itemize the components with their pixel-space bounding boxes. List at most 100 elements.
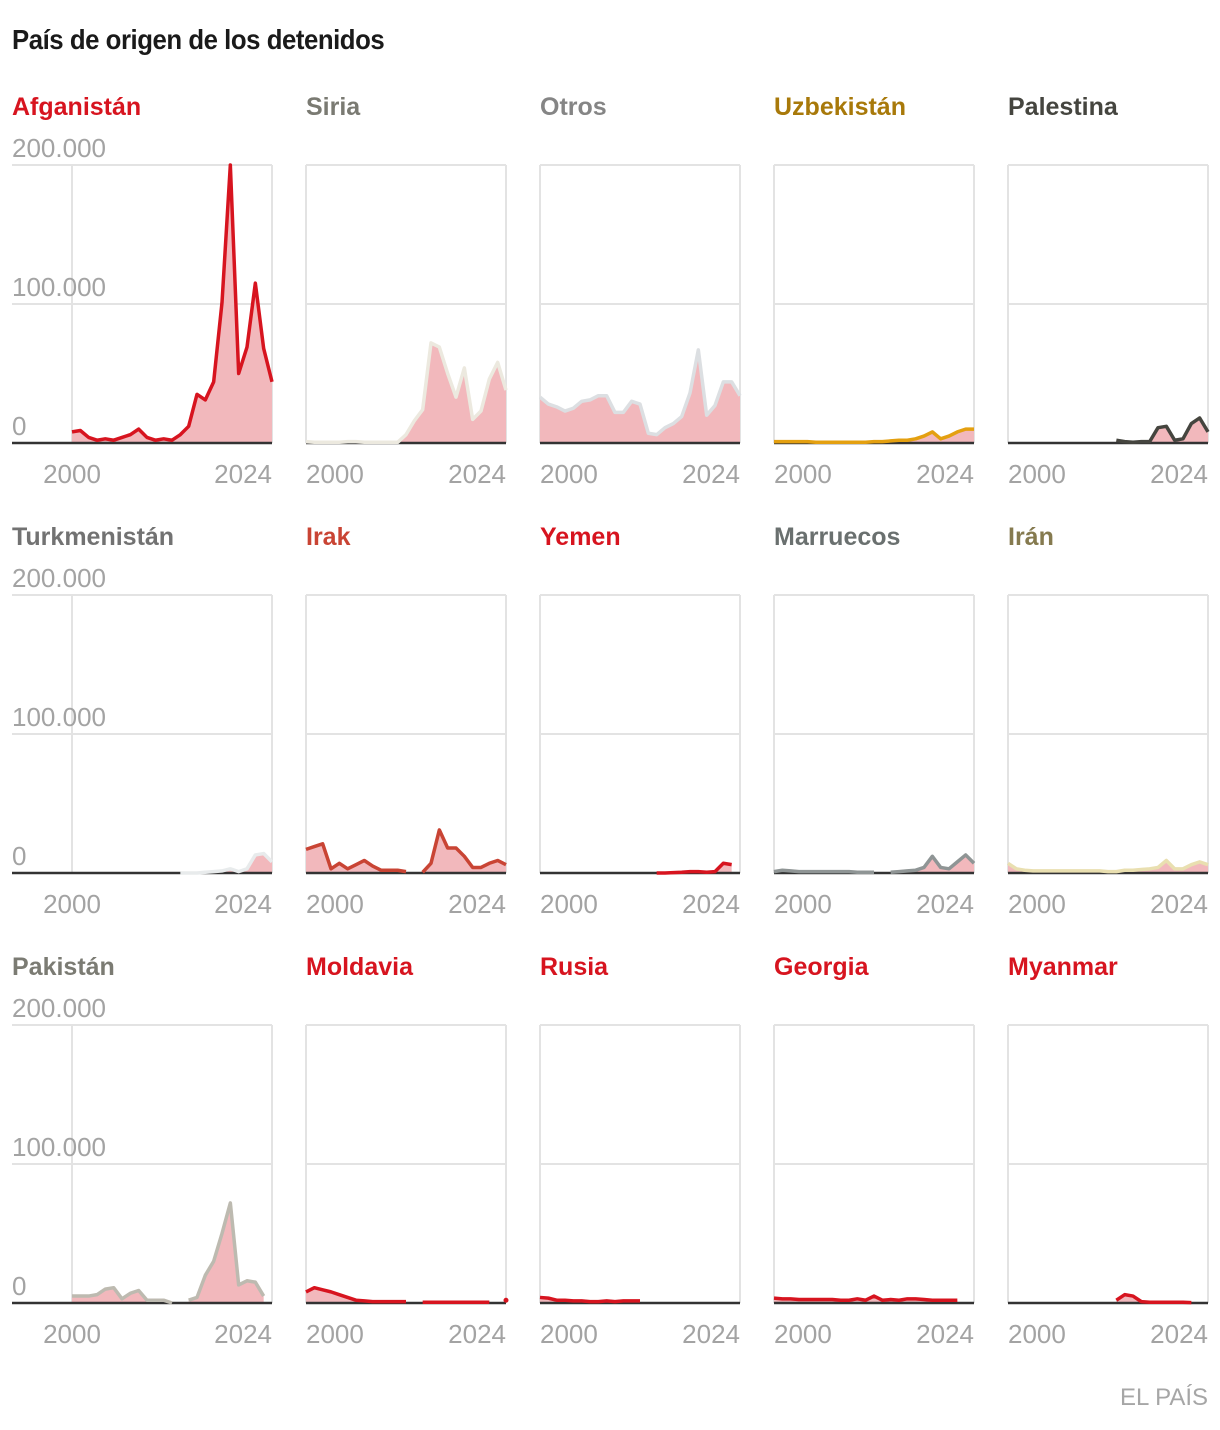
y-tick-label: 100.000 bbox=[12, 1132, 106, 1162]
series-area bbox=[1116, 1294, 1192, 1303]
panel-moldavia: Moldavia 2000 2024 bbox=[305, 953, 509, 1349]
series-area bbox=[72, 1287, 172, 1303]
series-area bbox=[306, 342, 506, 443]
panel-irak: Irak 2000 2024 bbox=[305, 523, 507, 919]
panel-title: Uzbekistán bbox=[774, 93, 906, 121]
y-tick-label: 100.000 bbox=[12, 702, 106, 732]
y-tick-label: 0 bbox=[12, 841, 26, 871]
x-tick-label: 2024 bbox=[916, 459, 974, 489]
series-line bbox=[1116, 416, 1210, 445]
x-tick-label: 2000 bbox=[774, 889, 832, 919]
panel-title: Irán bbox=[1008, 523, 1054, 551]
panel-otros: Otros 2000 2024 bbox=[538, 93, 742, 489]
x-tick-label: 2024 bbox=[214, 1319, 272, 1349]
panel-title: Moldavia bbox=[306, 953, 414, 981]
x-tick-label: 2024 bbox=[1150, 459, 1208, 489]
x-tick-label: 2024 bbox=[916, 1319, 974, 1349]
panel-title: Irak bbox=[306, 523, 351, 551]
series-line bbox=[890, 853, 976, 875]
y-tick-label: 200.000 bbox=[12, 133, 106, 163]
series-line bbox=[656, 861, 732, 875]
series-area bbox=[306, 1287, 406, 1303]
x-tick-label: 2000 bbox=[540, 889, 598, 919]
chart-title: País de origen de los detenidos bbox=[12, 24, 385, 55]
x-tick-label: 2024 bbox=[682, 459, 740, 489]
y-tick-label: 0 bbox=[12, 411, 26, 441]
panel-yemen: Yemen 2000 2024 bbox=[539, 523, 741, 919]
x-tick-label: 2024 bbox=[448, 459, 506, 489]
series-line bbox=[305, 1285, 406, 1304]
panel-myanmar: Myanmar 2000 2024 bbox=[1007, 953, 1209, 1349]
series-line bbox=[188, 1201, 266, 1302]
y-tick-label: 200.000 bbox=[12, 563, 106, 593]
panel-siria: Siria 2000 2024 bbox=[305, 93, 508, 489]
x-tick-label: 2024 bbox=[448, 889, 506, 919]
series-area bbox=[188, 1202, 264, 1303]
panel-pakistán: Pakistán 0 100.000 200.000 2000 2024 bbox=[12, 953, 273, 1349]
y-tick-label: 100.000 bbox=[12, 272, 106, 302]
x-tick-label: 2024 bbox=[682, 889, 740, 919]
series-line bbox=[773, 868, 874, 875]
panel-title: Georgia bbox=[774, 953, 870, 981]
y-tick-label: 0 bbox=[12, 1271, 26, 1301]
x-tick-label: 2024 bbox=[1150, 889, 1208, 919]
panel-turkmenistán: Turkmenistán 0 100.000 200.000 2000 2024 bbox=[12, 523, 274, 919]
panel-title: Marruecos bbox=[774, 523, 900, 551]
panel-title: Palestina bbox=[1008, 93, 1119, 121]
panel-marruecos: Marruecos 2000 2024 bbox=[773, 523, 976, 919]
x-tick-label: 2000 bbox=[43, 459, 101, 489]
x-tick-label: 2024 bbox=[214, 889, 272, 919]
series-line bbox=[72, 1285, 173, 1305]
x-tick-label: 2024 bbox=[682, 1319, 740, 1349]
x-tick-label: 2000 bbox=[774, 459, 832, 489]
series-line bbox=[1007, 858, 1209, 874]
panel-irán: Irán 2000 2024 bbox=[1007, 523, 1209, 919]
x-tick-label: 2000 bbox=[540, 1319, 598, 1349]
panel-title: Turkmenistán bbox=[12, 523, 174, 551]
panel-georgia: Georgia 2000 2024 bbox=[773, 953, 975, 1349]
series-line bbox=[774, 427, 974, 445]
y-tick-label: 200.000 bbox=[12, 993, 106, 1023]
x-tick-label: 2000 bbox=[540, 459, 598, 489]
series-line bbox=[71, 163, 274, 442]
x-tick-label: 2000 bbox=[1008, 459, 1066, 489]
series-area bbox=[1008, 860, 1208, 873]
x-tick-label: 2024 bbox=[214, 459, 272, 489]
panel-title: Afganistán bbox=[12, 93, 141, 121]
x-tick-label: 2000 bbox=[43, 889, 101, 919]
series-line bbox=[305, 341, 508, 445]
panel-title: Myanmar bbox=[1008, 953, 1118, 981]
panel-title: Rusia bbox=[540, 953, 609, 981]
panel-title: Yemen bbox=[540, 523, 621, 551]
panel-afganistán: Afganistán 0 100.000 200.000 2000 2024 bbox=[12, 93, 274, 489]
x-tick-label: 2000 bbox=[306, 889, 364, 919]
x-tick-label: 2024 bbox=[448, 1319, 506, 1349]
panel-title: Pakistán bbox=[12, 953, 115, 981]
series-line bbox=[1115, 1292, 1192, 1305]
x-tick-label: 2024 bbox=[916, 889, 974, 919]
x-tick-label: 2000 bbox=[774, 1319, 832, 1349]
series-area bbox=[540, 349, 740, 443]
series-area bbox=[774, 429, 974, 443]
series-line bbox=[538, 348, 742, 437]
x-tick-label: 2000 bbox=[306, 1319, 364, 1349]
series-line bbox=[539, 1295, 640, 1304]
x-tick-label: 2024 bbox=[1150, 1319, 1208, 1349]
panel-rusia: Rusia 2000 2024 bbox=[539, 953, 741, 1349]
panel-title: Otros bbox=[540, 93, 607, 121]
series-point bbox=[503, 1297, 509, 1303]
series-line bbox=[421, 828, 507, 874]
series-line bbox=[773, 1294, 958, 1302]
x-tick-label: 2000 bbox=[1008, 889, 1066, 919]
x-tick-label: 2000 bbox=[1008, 1319, 1066, 1349]
x-tick-label: 2000 bbox=[43, 1319, 101, 1349]
panel-uzbekistán: Uzbekistán 2000 2024 bbox=[773, 93, 975, 489]
series-area bbox=[72, 165, 272, 443]
source-credit: EL PAÍS bbox=[1119, 1384, 1208, 1411]
series-line bbox=[180, 851, 274, 875]
series-line bbox=[305, 842, 407, 874]
x-tick-label: 2000 bbox=[306, 459, 364, 489]
series-area bbox=[890, 854, 974, 873]
panel-title: Siria bbox=[306, 93, 361, 121]
